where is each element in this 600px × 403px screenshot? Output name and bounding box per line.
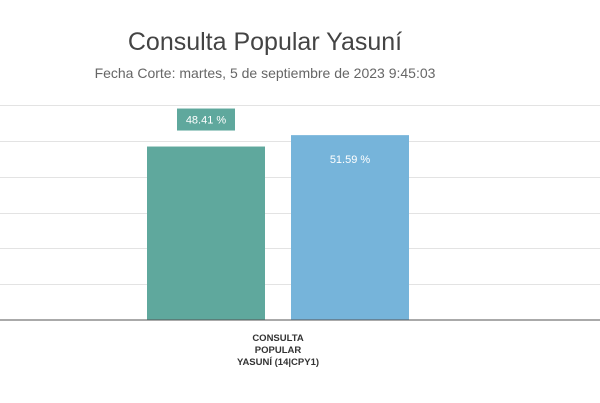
data-label-1: 48.41 %	[186, 115, 227, 127]
bar-series-1[interactable]	[147, 146, 265, 320]
bars	[147, 135, 409, 320]
chart-title: Consulta Popular Yasuní	[128, 28, 402, 56]
bar-series-2[interactable]	[291, 135, 409, 320]
chart-subtitle: Fecha Corte: martes, 5 de septiembre de …	[95, 65, 436, 81]
data-labels: 48.41 % 51.59 %	[177, 108, 371, 166]
data-label-box-1	[177, 108, 235, 131]
data-label-2: 51.59 %	[330, 154, 371, 166]
category-label: CONSULTA POPULAR YASUNÍ (14|CPY1)	[237, 333, 319, 368]
